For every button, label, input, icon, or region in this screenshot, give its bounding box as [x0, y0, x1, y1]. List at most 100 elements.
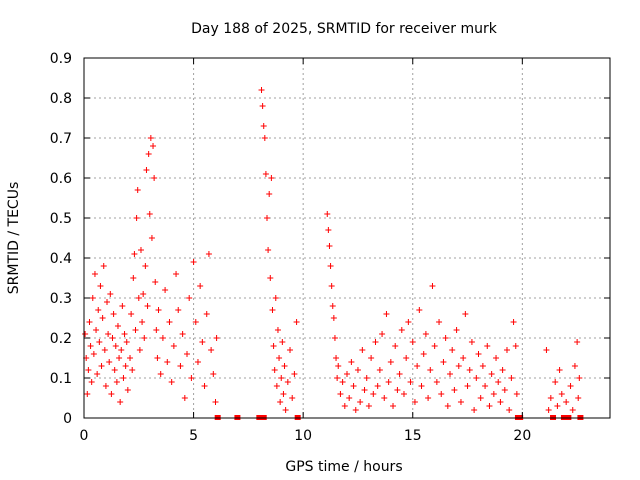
- data-point: [473, 375, 480, 381]
- data-point: [102, 383, 109, 389]
- data-point: [142, 263, 149, 269]
- data-point: [260, 123, 267, 129]
- data-point: [574, 339, 581, 345]
- data-point: [150, 143, 157, 149]
- y-tick-label: 0.8: [50, 91, 72, 107]
- data-point: [274, 327, 281, 333]
- data-point: [512, 343, 519, 349]
- data-point: [503, 347, 510, 353]
- data-point: [164, 359, 171, 365]
- y-tick-label: 0.2: [50, 331, 72, 347]
- y-tick-label: 0.4: [50, 251, 72, 267]
- data-point: [407, 379, 414, 385]
- data-point: [418, 383, 425, 389]
- data-point: [99, 315, 106, 321]
- data-point: [190, 259, 197, 265]
- data-point: [554, 403, 561, 409]
- grid: [84, 58, 610, 418]
- data-point: [124, 387, 131, 393]
- data-point: [136, 347, 143, 353]
- data-point: [327, 263, 334, 269]
- data-point: [354, 367, 361, 373]
- data-point: [567, 383, 574, 389]
- data-point: [280, 391, 287, 397]
- data-point: [427, 367, 434, 373]
- data-point: [324, 211, 331, 217]
- data-point: [571, 363, 578, 369]
- data-point: [575, 395, 582, 401]
- data-point: [368, 355, 375, 361]
- data-point: [166, 319, 173, 325]
- data-point: [268, 175, 275, 181]
- data-point: [86, 319, 93, 325]
- data-point: [376, 367, 383, 373]
- data-point: [130, 275, 137, 281]
- data-point: [179, 331, 186, 337]
- data-point: [205, 251, 212, 257]
- data-point: [331, 335, 338, 341]
- chart-title: Day 188 of 2025, SRMTID for receiver mur…: [191, 21, 498, 37]
- data-point: [547, 395, 554, 401]
- data-point: [213, 335, 220, 341]
- y-axis-label: SRMTID / TECUs: [6, 182, 22, 295]
- data-point: [471, 407, 478, 413]
- data-point: [131, 251, 138, 257]
- data-point: [109, 335, 116, 341]
- data-point: [173, 271, 180, 277]
- data-point: [405, 319, 412, 325]
- data-point: [357, 399, 364, 405]
- data-point: [409, 339, 416, 345]
- data-point: [341, 403, 348, 409]
- data-point: [279, 339, 286, 345]
- data-point: [370, 391, 377, 397]
- data-point: [96, 339, 103, 345]
- data-point: [147, 135, 154, 141]
- data-point: [576, 375, 583, 381]
- data-point: [162, 287, 169, 293]
- data-point: [108, 391, 115, 397]
- data-point: [462, 311, 469, 317]
- data-point: [392, 343, 399, 349]
- data-point: [122, 363, 129, 369]
- data-point: [436, 319, 443, 325]
- data-point: [484, 343, 491, 349]
- data-point: [154, 355, 161, 361]
- data-point: [153, 327, 160, 333]
- data-point: [186, 295, 193, 301]
- data-point: [337, 391, 344, 397]
- data-point: [140, 291, 147, 297]
- plot-frame: [83, 57, 611, 419]
- data-point: [120, 375, 127, 381]
- data-point: [93, 327, 100, 333]
- data-point: [374, 383, 381, 389]
- data-point: [365, 403, 372, 409]
- data-point: [346, 395, 353, 401]
- data-point: [272, 295, 279, 301]
- data-point: [464, 383, 471, 389]
- data-point: [558, 391, 565, 397]
- data-point: [208, 347, 215, 353]
- data-point: [453, 327, 460, 333]
- data-point: [155, 307, 162, 313]
- data-point: [181, 395, 188, 401]
- data-point: [170, 343, 177, 349]
- data-point: [141, 335, 148, 341]
- data-point: [284, 379, 291, 385]
- data-point: [400, 391, 407, 397]
- data-point: [123, 339, 130, 345]
- x-tick-label: 5: [189, 428, 198, 444]
- data-point: [188, 375, 195, 381]
- data-point: [457, 399, 464, 405]
- data-point: [137, 247, 144, 253]
- data-point: [203, 311, 210, 317]
- data-point: [291, 371, 298, 377]
- data-point: [431, 343, 438, 349]
- data-point: [168, 379, 175, 385]
- y-tick-label: 0: [63, 411, 72, 427]
- data-point: [276, 355, 283, 361]
- data-point: [293, 319, 300, 325]
- data-point: [133, 215, 140, 221]
- data-point: [270, 343, 277, 349]
- data-point: [495, 379, 502, 385]
